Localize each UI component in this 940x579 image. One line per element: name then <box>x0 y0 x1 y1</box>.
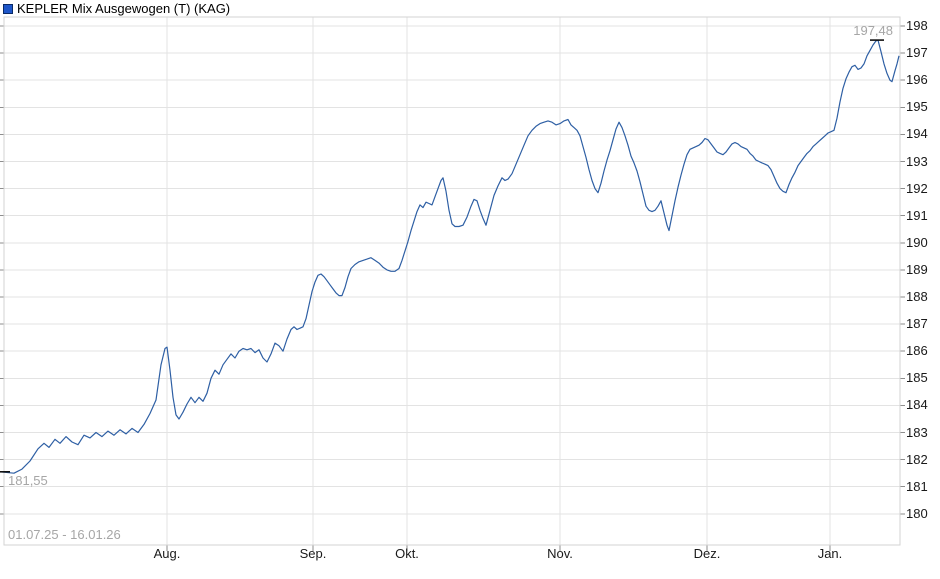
y-axis-label: 182 <box>906 451 928 467</box>
min-value-label: 181,55 <box>8 473 48 488</box>
y-axis-label: 185 <box>906 370 928 386</box>
y-axis-label: 188 <box>906 289 928 304</box>
y-axis-label: 195 <box>906 99 928 115</box>
y-axis-label: 191 <box>906 207 928 223</box>
y-axis-label: 189 <box>906 261 928 277</box>
x-axis-label: Sep. <box>299 546 327 561</box>
x-axis-label: Okt. <box>395 546 419 561</box>
y-axis-label: 183 <box>906 424 928 440</box>
price-series-line <box>0 39 900 474</box>
date-range-label: 01.07.25 - 16.01.26 <box>8 527 121 542</box>
chart-header: KEPLER Mix Ausgewogen (T) (KAG) <box>0 0 940 17</box>
x-axis-label: Aug. <box>153 546 181 561</box>
x-axis-label: Nov. <box>547 546 573 561</box>
series-legend-marker-icon <box>3 4 13 14</box>
x-axis-label: Dez. <box>693 546 721 561</box>
plot-border <box>3 16 901 546</box>
y-axis-label: 184 <box>906 397 928 413</box>
y-axis-label: 186 <box>906 343 928 359</box>
max-value-label: 197,48 <box>853 23 893 38</box>
x-axis-label: Jan. <box>817 546 843 561</box>
y-axis-label: 190 <box>906 234 928 250</box>
y-axis-label: 180 <box>906 505 928 521</box>
y-axis-label: 198 <box>906 18 928 33</box>
y-axis-label: 193 <box>906 153 928 169</box>
y-axis-label: 181 <box>906 478 928 494</box>
y-axis-label: 187 <box>906 316 928 332</box>
chart-title: KEPLER Mix Ausgewogen (T) (KAG) <box>17 1 231 16</box>
y-axis-label: 196 <box>906 72 928 88</box>
y-axis-label: 192 <box>906 180 928 196</box>
y-axis-label: 194 <box>906 126 928 142</box>
y-axis-label: 197 <box>906 45 928 61</box>
